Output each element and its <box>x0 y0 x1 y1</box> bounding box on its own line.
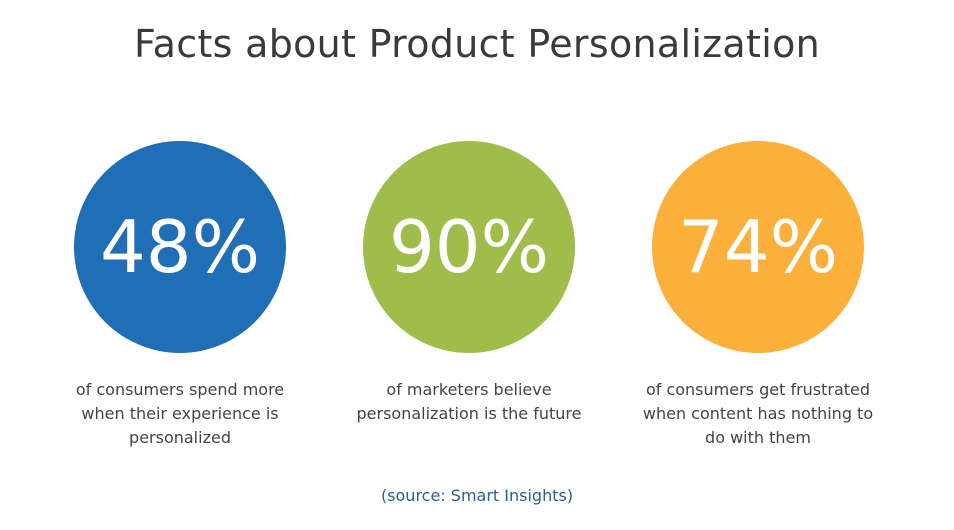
source-link[interactable]: (source: Smart Insights) <box>380 486 574 505</box>
stat-value-3: 74% <box>677 205 839 289</box>
stat-circle-3: 74% <box>652 141 864 353</box>
stat-card-2: 90% of marketers believe personalization… <box>319 141 619 426</box>
stat-card-3: 74% of consumers get frustrated when con… <box>608 141 908 450</box>
stat-card-1: 48% of consumers spend more when their e… <box>30 141 330 450</box>
stat-value-2: 90% <box>388 205 550 289</box>
stat-caption-1: of consumers spend more when their exper… <box>75 380 285 447</box>
stat-caption-2: of marketers believe personalization is … <box>356 380 582 423</box>
page-title: Facts about Product Personalization <box>133 22 821 66</box>
stat-circle-2: 90% <box>363 141 575 353</box>
stat-circle-1: 48% <box>74 141 286 353</box>
stat-value-1: 48% <box>99 205 261 289</box>
stat-caption-3: of consumers get frustrated when content… <box>642 380 874 447</box>
